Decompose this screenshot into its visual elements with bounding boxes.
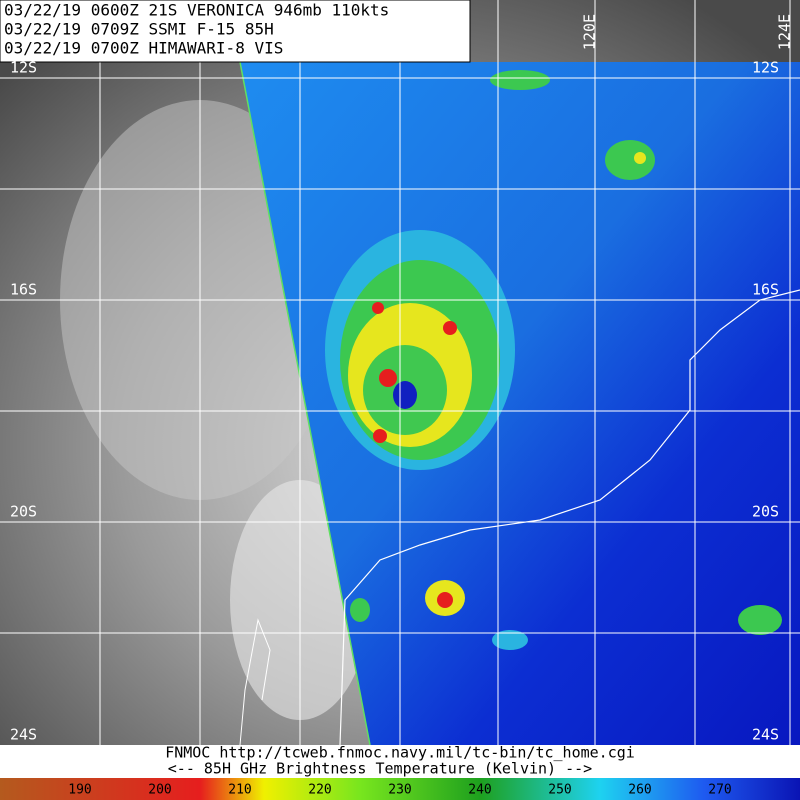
- cold-spot: [372, 302, 384, 314]
- convection: [350, 70, 782, 650]
- lat-label: 20S: [752, 503, 779, 521]
- credit: FNMOC http://tcweb.fnmoc.navy.mil/tc-bin…: [165, 744, 635, 762]
- cold-spot: [373, 429, 387, 443]
- colorbar-tick-label: 250: [548, 783, 571, 798]
- header-line: 03/22/19 0600Z 21S VERONICA 946mb 110kts: [4, 1, 389, 20]
- colorbar-tick-label: 260: [628, 783, 651, 798]
- lat-label: 20S: [10, 503, 37, 521]
- lat-label: 12S: [752, 59, 779, 77]
- eye: [393, 381, 417, 409]
- header-line: 03/22/19 0709Z SSMI F-15 85H: [4, 20, 274, 39]
- lat-label: 24S: [752, 726, 779, 744]
- swath-edge: [239, 61, 371, 746]
- colorbar-tick-label: 200: [148, 783, 171, 798]
- lat-label: 16S: [752, 281, 779, 299]
- microwave-swath: [240, 62, 800, 745]
- colorbar-tick-label: 270: [708, 783, 731, 798]
- colorbar-tick-label: 220: [308, 783, 331, 798]
- colorbar-tick-label: 230: [388, 783, 411, 798]
- header-line: 03/22/19 0700Z HIMAWARI-8 VIS: [4, 39, 283, 58]
- colorbar: [0, 778, 800, 800]
- cold-spot: [379, 369, 397, 387]
- colorbar-tick-label: 210: [228, 783, 251, 798]
- coastline: [239, 618, 271, 746]
- lon-label: 124E: [776, 14, 794, 50]
- lat-label: 16S: [10, 281, 37, 299]
- storm: [325, 230, 515, 470]
- header-box: [0, 0, 471, 63]
- lon-label: 120E: [581, 14, 599, 50]
- colorbar-tick-label: 190: [68, 783, 91, 798]
- colorbar-tick-label: 240: [468, 783, 491, 798]
- footer: [0, 745, 800, 778]
- lat-label: 24S: [10, 726, 37, 744]
- cold-spot: [443, 321, 457, 335]
- lat-lon-grid: [0, 0, 800, 745]
- caption: <-- 85H GHz Brightness Temperature (Kelv…: [168, 760, 592, 778]
- coastline: [339, 289, 800, 746]
- lat-label: 12S: [10, 59, 37, 77]
